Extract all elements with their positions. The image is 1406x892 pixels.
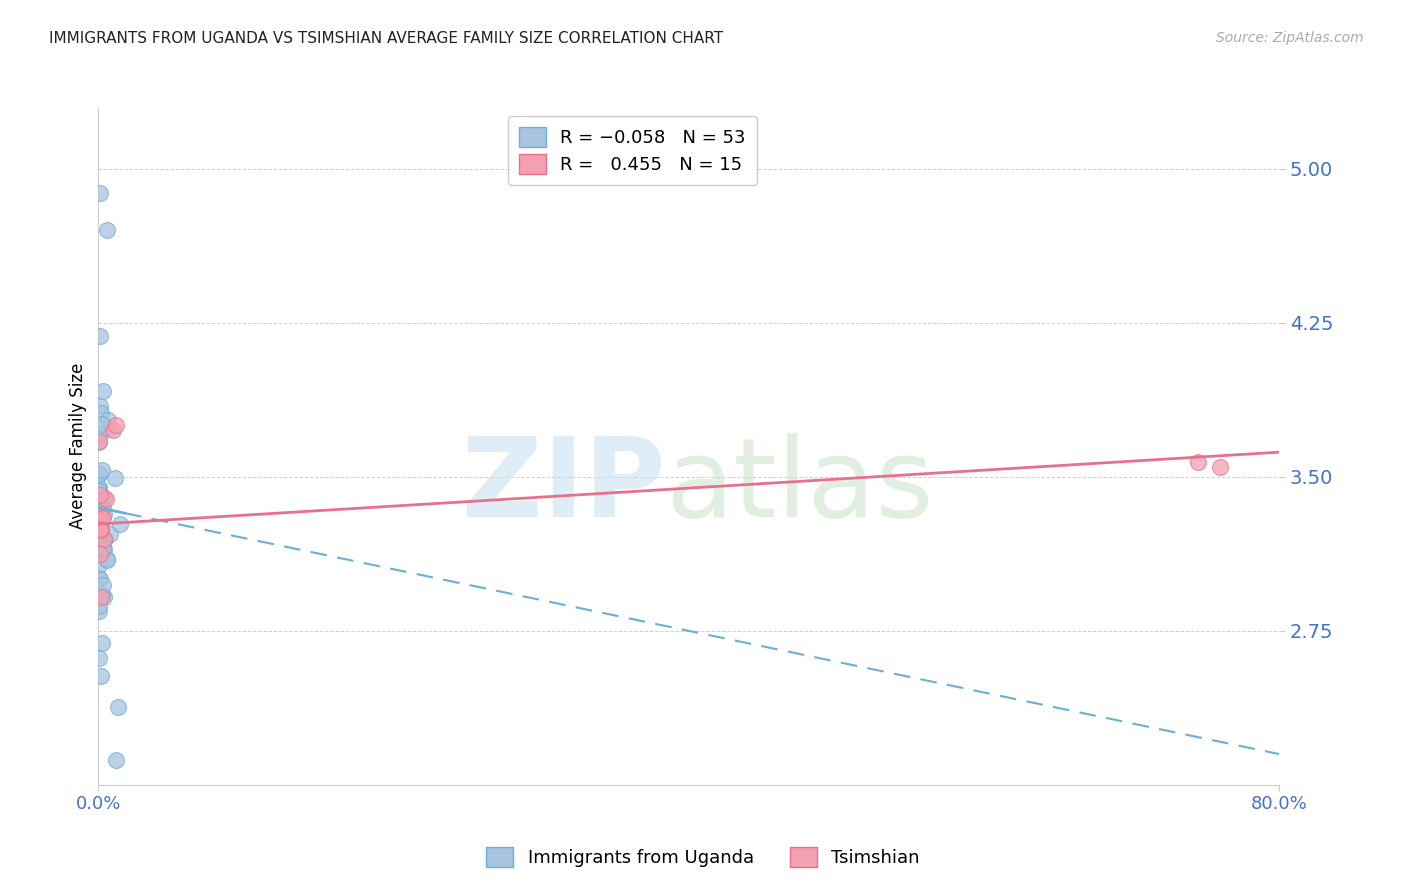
Point [97, 413, 120, 427]
Point [89, 522, 111, 536]
Point [93, 532, 115, 546]
Point [90, 504, 112, 518]
Point [90, 417, 112, 431]
Legend: Immigrants from Uganda, Tsimshian: Immigrants from Uganda, Tsimshian [479, 839, 927, 874]
Point [90, 588, 112, 602]
Point [89, 547, 111, 561]
Point [89, 651, 111, 665]
Point [91, 384, 114, 399]
Point [103, 471, 125, 485]
Point [89, 604, 111, 618]
Point [93, 591, 115, 605]
Point [90, 516, 112, 530]
Point [89, 467, 111, 482]
Point [103, 423, 125, 437]
Text: Source: ZipAtlas.com: Source: ZipAtlas.com [1216, 31, 1364, 45]
Point [89, 494, 111, 508]
Point [93, 507, 115, 521]
Point [91, 511, 114, 525]
Point [90, 515, 112, 529]
Text: IMMIGRANTS FROM UGANDA VS TSIMSHIAN AVERAGE FAMILY SIZE CORRELATION CHART: IMMIGRANTS FROM UGANDA VS TSIMSHIAN AVER… [49, 31, 723, 46]
Point [91, 463, 114, 477]
Point [97, 421, 120, 435]
Point [91, 635, 114, 649]
Point [89, 509, 111, 524]
Point [89, 434, 111, 449]
Point [90, 536, 112, 550]
Point [89, 572, 111, 586]
Point [108, 516, 131, 531]
Point [90, 511, 112, 525]
Point [89, 599, 111, 614]
Legend: R = −0.058   N = 53, R =   0.455   N = 15: R = −0.058 N = 53, R = 0.455 N = 15 [508, 116, 756, 185]
Point [94, 532, 117, 546]
Point [89, 427, 111, 442]
Point [89, 571, 111, 585]
Point [91, 500, 114, 514]
Point [89, 505, 111, 519]
Point [96, 553, 118, 567]
Text: ZIP: ZIP [463, 434, 665, 541]
Point [89, 328, 111, 343]
Point [107, 699, 129, 714]
Point [89, 186, 111, 201]
Point [94, 492, 117, 507]
Point [1187, 455, 1209, 469]
Point [89, 508, 111, 522]
Point [91, 578, 114, 592]
Point [98, 526, 121, 541]
Text: atlas: atlas [665, 434, 934, 541]
Y-axis label: Average Family Size: Average Family Size [69, 363, 87, 529]
Point [90, 523, 112, 537]
Point [90, 536, 112, 550]
Point [89, 467, 111, 481]
Point [93, 491, 115, 505]
Point [90, 591, 112, 605]
Point [105, 418, 128, 433]
Point [89, 483, 111, 498]
Point [89, 494, 111, 508]
Point [89, 434, 111, 449]
Point [89, 480, 111, 494]
Point [89, 399, 111, 413]
Point [1209, 459, 1232, 474]
Point [93, 542, 115, 557]
Point [89, 497, 111, 511]
Point [96, 223, 118, 237]
Point [105, 753, 128, 767]
Point [89, 558, 111, 572]
Point [89, 481, 111, 495]
Point [91, 541, 114, 556]
Point [91, 528, 114, 542]
Point [90, 406, 112, 420]
Point [96, 552, 118, 566]
Point [90, 669, 112, 683]
Point [89, 488, 111, 502]
Point [89, 541, 111, 556]
